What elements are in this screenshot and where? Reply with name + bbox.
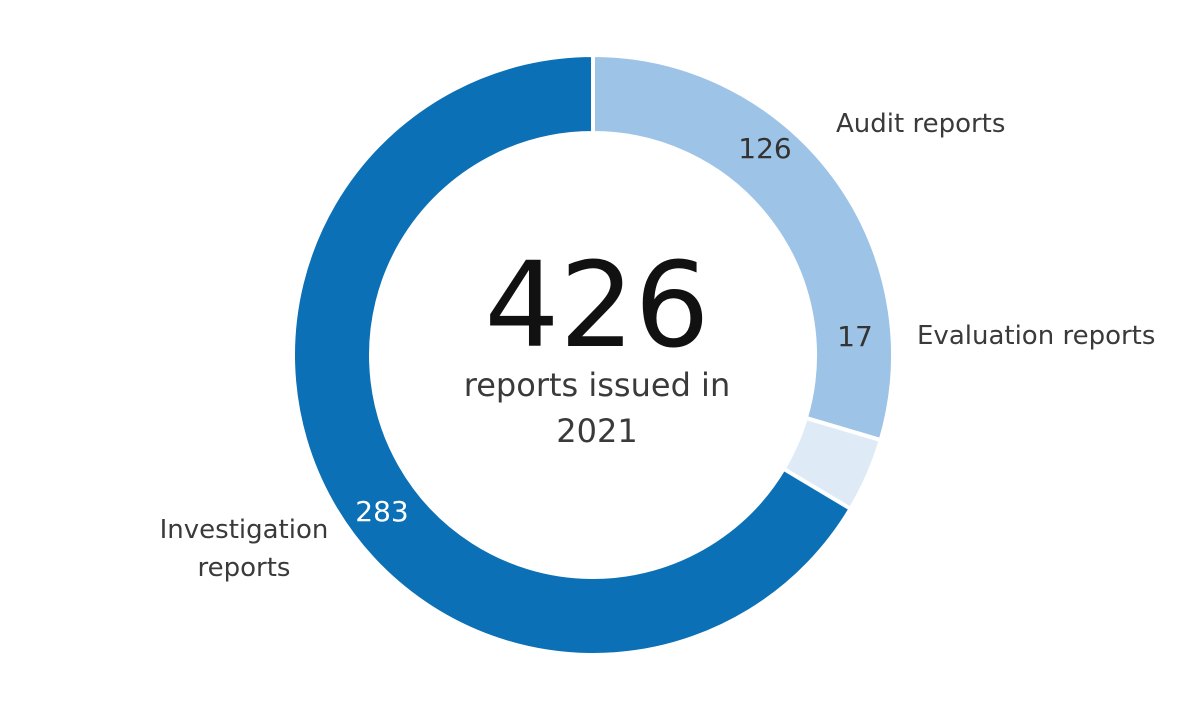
center-text: reports issued in 2021 — [463, 366, 731, 450]
value-label: 283 — [355, 495, 408, 528]
total-label: 426 — [484, 236, 710, 374]
donut-slice — [591, 52, 895, 443]
category-label: Audit reports — [836, 109, 1006, 139]
donut-slice — [291, 52, 854, 657]
category-label: Evaluation reports — [917, 321, 1156, 351]
value-label: 126 — [738, 132, 791, 165]
category-label: Investigation reports — [159, 515, 329, 583]
value-label: 17 — [837, 320, 873, 353]
